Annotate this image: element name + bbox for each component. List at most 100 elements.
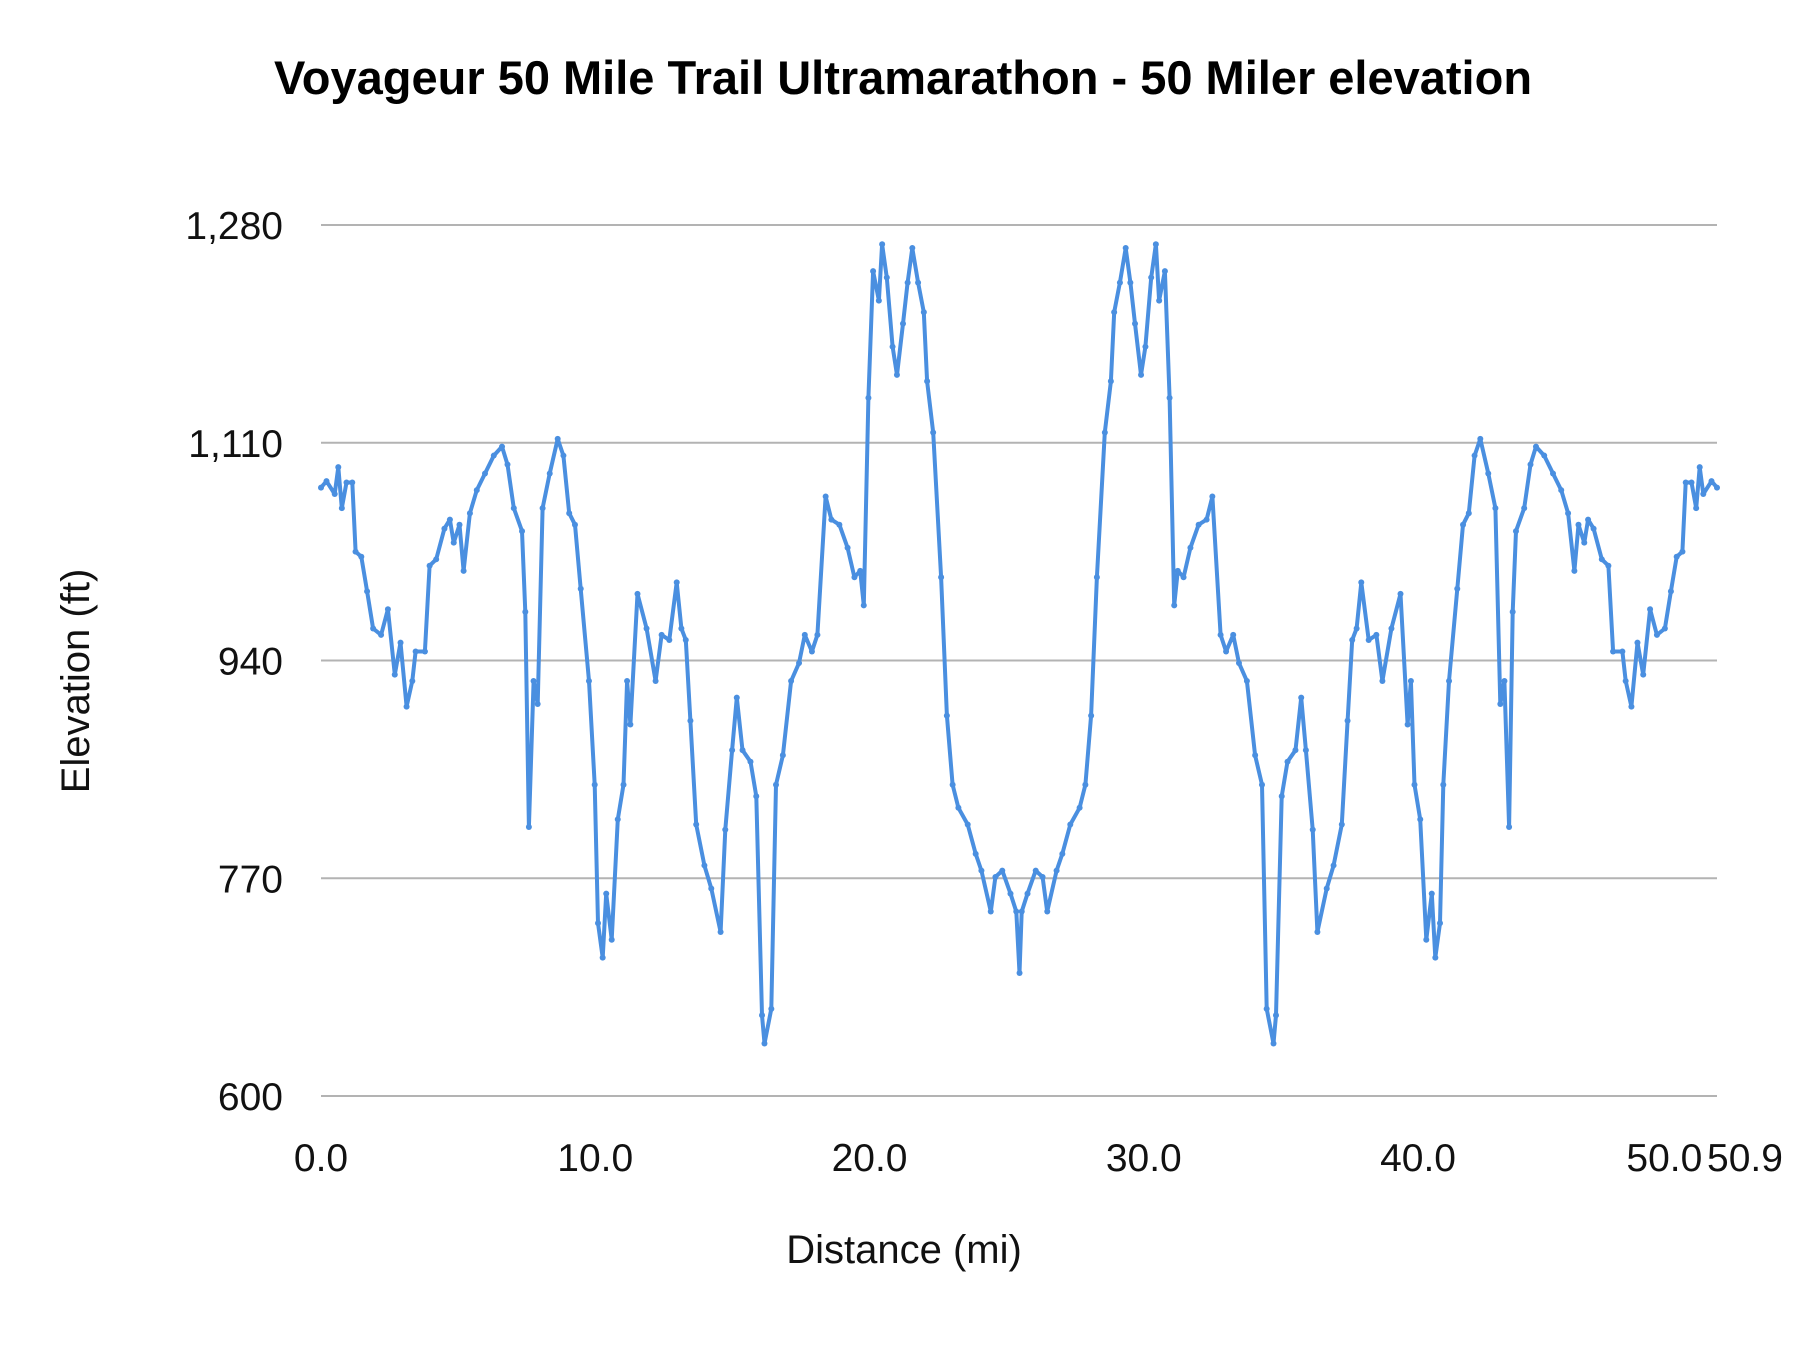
data-point bbox=[370, 625, 377, 632]
data-point bbox=[938, 574, 945, 581]
data-point bbox=[338, 505, 345, 512]
data-point bbox=[499, 443, 506, 450]
x-tick-label: 50.0 bbox=[1626, 1137, 1702, 1180]
data-point bbox=[546, 470, 553, 477]
data-point bbox=[441, 525, 448, 532]
data-point bbox=[865, 394, 872, 401]
data-point bbox=[844, 544, 851, 551]
y-tick-label: 940 bbox=[218, 641, 283, 684]
data-point bbox=[893, 371, 900, 378]
data-point bbox=[1007, 890, 1014, 897]
data-point bbox=[828, 516, 835, 523]
data-point bbox=[1298, 694, 1305, 701]
data-point bbox=[1673, 553, 1680, 560]
data-point bbox=[717, 929, 724, 936]
data-point bbox=[1088, 712, 1095, 719]
data-point bbox=[773, 781, 780, 788]
data-point bbox=[1411, 781, 1418, 788]
data-point bbox=[1454, 585, 1461, 592]
data-point bbox=[1485, 470, 1492, 477]
data-point bbox=[343, 479, 350, 486]
data-point bbox=[403, 703, 410, 710]
data-point bbox=[753, 793, 760, 800]
data-point bbox=[1558, 487, 1565, 494]
data-point bbox=[1263, 1005, 1270, 1012]
data-point bbox=[591, 781, 598, 788]
data-point bbox=[796, 660, 803, 667]
data-point bbox=[652, 677, 659, 684]
data-point bbox=[779, 752, 786, 759]
data-point bbox=[1252, 752, 1259, 759]
data-point bbox=[1349, 637, 1356, 644]
data-point bbox=[525, 824, 532, 831]
data-point bbox=[1460, 521, 1467, 528]
data-point bbox=[634, 590, 641, 597]
data-point bbox=[643, 625, 650, 632]
data-point bbox=[560, 452, 567, 459]
data-point bbox=[1161, 268, 1168, 275]
data-point bbox=[904, 279, 911, 286]
data-point bbox=[879, 241, 886, 248]
data-point bbox=[1344, 717, 1351, 724]
data-point bbox=[1512, 528, 1519, 535]
data-point bbox=[456, 521, 463, 528]
data-point bbox=[909, 245, 916, 252]
data-point bbox=[504, 461, 511, 468]
data-point bbox=[949, 781, 956, 788]
data-point bbox=[1235, 660, 1242, 667]
data-point bbox=[1358, 579, 1365, 586]
data-point bbox=[1292, 747, 1299, 754]
data-point bbox=[1309, 826, 1316, 833]
data-point bbox=[1423, 936, 1430, 943]
data-point bbox=[1492, 505, 1499, 512]
data-point bbox=[860, 602, 867, 609]
data-point bbox=[1138, 371, 1145, 378]
data-point bbox=[1082, 781, 1089, 788]
data-point bbox=[658, 631, 665, 638]
data-point bbox=[466, 510, 473, 517]
data-point bbox=[1693, 505, 1700, 512]
data-point bbox=[822, 493, 829, 500]
data-point bbox=[1101, 429, 1108, 436]
data-point bbox=[1700, 490, 1707, 497]
data-point bbox=[1272, 1012, 1279, 1019]
data-point bbox=[851, 574, 858, 581]
data-point bbox=[433, 556, 440, 563]
data-point bbox=[1622, 677, 1629, 684]
data-point bbox=[1093, 574, 1100, 581]
data-point bbox=[603, 890, 610, 897]
data-point bbox=[599, 954, 606, 961]
data-point bbox=[1122, 245, 1129, 252]
data-point bbox=[1628, 703, 1635, 710]
data-point bbox=[924, 378, 931, 385]
data-point bbox=[1365, 637, 1372, 644]
gridlines bbox=[321, 224, 1717, 1097]
data-point bbox=[1152, 241, 1159, 248]
data-point bbox=[1549, 470, 1556, 477]
y-tick-label: 1,280 bbox=[185, 205, 283, 248]
data-point bbox=[693, 821, 700, 828]
data-point bbox=[1696, 464, 1703, 471]
y-axis-ticks: 600 770 940 1,110 1,280 bbox=[185, 205, 283, 1119]
y-tick-label: 600 bbox=[218, 1076, 283, 1119]
data-point bbox=[1598, 556, 1605, 563]
data-point bbox=[1127, 279, 1134, 286]
data-point bbox=[814, 631, 821, 638]
data-point bbox=[768, 1005, 775, 1012]
data-point bbox=[482, 470, 489, 477]
data-point bbox=[857, 567, 864, 574]
data-point bbox=[530, 677, 537, 684]
data-point bbox=[722, 826, 729, 833]
data-point bbox=[972, 850, 979, 857]
data-point bbox=[1682, 479, 1689, 486]
data-point bbox=[1039, 873, 1046, 880]
data-point bbox=[620, 781, 627, 788]
data-point bbox=[510, 505, 517, 512]
data-point bbox=[1166, 394, 1173, 401]
data-point bbox=[1527, 461, 1534, 468]
x-tick-label: 10.0 bbox=[557, 1137, 633, 1180]
data-point bbox=[1661, 625, 1668, 632]
data-point bbox=[608, 936, 615, 943]
data-point bbox=[883, 274, 890, 281]
data-point bbox=[759, 1012, 766, 1019]
